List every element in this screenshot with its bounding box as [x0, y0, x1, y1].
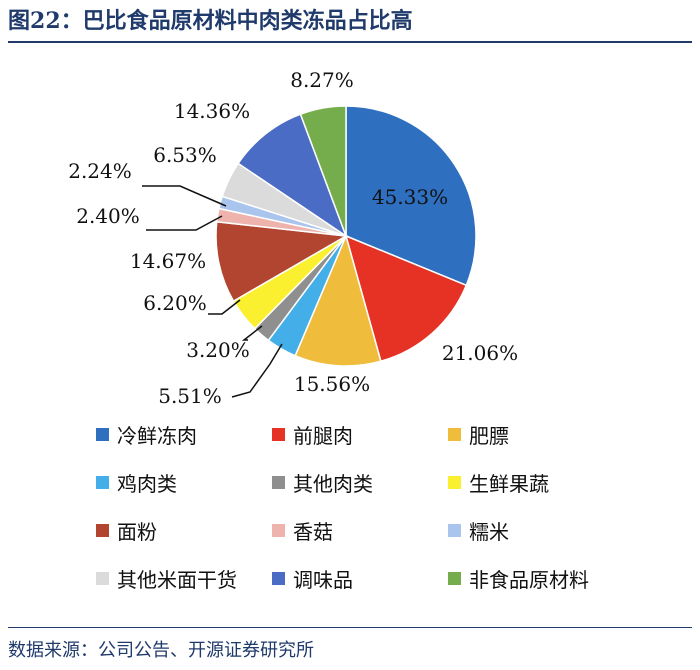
slice-value-label: 2.40% — [76, 204, 140, 228]
legend-swatch — [96, 571, 109, 585]
legend-label: 面粉 — [117, 519, 157, 544]
legend-label: 生鲜果蔬 — [469, 471, 549, 496]
legend-swatch — [448, 523, 461, 537]
legend-swatch — [96, 523, 109, 537]
leader-line-4 — [231, 343, 283, 398]
chart-legend: 冷鲜冻肉 前腿肉 肥膘鸡肉类 其他肉类 生鲜果蔬面粉 香菇 糯米其他米面干货 调味品 非食品原材… — [96, 422, 656, 592]
leader-line-6 — [208, 299, 241, 315]
legend-item: 鸡肉类 — [96, 470, 272, 496]
pie-slice-12 — [299, 105, 347, 237]
legend-item: 香菇 — [272, 518, 448, 544]
legend-label: 其他米面干货 — [117, 567, 237, 592]
legend-item: 调味品 — [272, 566, 448, 592]
slice-value-label: 45.33% — [372, 185, 448, 209]
legend-item: 其他米面干货 — [96, 566, 272, 592]
legend-label: 其他肉类 — [293, 471, 373, 496]
legend-swatch — [272, 523, 285, 537]
legend-swatch — [272, 427, 285, 441]
source-rule — [8, 627, 692, 628]
slice-value-label: 14.36% — [174, 99, 250, 123]
legend-label: 非食品原材料 — [469, 567, 589, 592]
legend-item: 其他肉类 — [272, 470, 448, 496]
legend-swatch — [96, 427, 109, 441]
legend-label: 糯米 — [469, 519, 509, 544]
title-rule — [8, 41, 692, 43]
legend-swatch — [96, 475, 109, 489]
legend-swatch — [448, 475, 461, 489]
slice-value-label: 3.20% — [186, 338, 250, 362]
pie-slice-2 — [344, 234, 468, 363]
pie-chart: 45.33% 21.06% 15.56% 5.51% 3.20% 6.20% 14.67% 2… — [68, 68, 518, 408]
legend-label: 肥膘 — [469, 423, 509, 448]
legend-item: 生鲜果蔬 — [448, 470, 638, 496]
figure-title-number: 22 — [30, 8, 61, 34]
source-note: 数据来源：公司公告、开源证券研究所 — [8, 640, 314, 661]
legend-item: 前腿肉 — [272, 422, 448, 448]
pie-slice-1 — [345, 105, 477, 287]
legend-label: 前腿肉 — [293, 423, 353, 448]
legend-swatch — [448, 427, 461, 441]
slice-value-label: 15.56% — [294, 372, 370, 396]
slice-value-label: 8.27% — [290, 68, 354, 92]
legend-label: 香菇 — [293, 519, 333, 544]
figure-title-prefix: 图 — [8, 9, 31, 34]
pie-slice-11 — [237, 113, 348, 238]
figure-title: 图22：巴比食品原材料中肉类冻品占比高 — [8, 6, 413, 36]
leader-line-8 — [146, 215, 223, 231]
legend-item: 肥膘 — [448, 422, 638, 448]
legend-swatch — [448, 571, 461, 585]
legend-label: 鸡肉类 — [117, 471, 177, 496]
leader-line-5 — [241, 325, 263, 341]
legend-item: 冷鲜冻肉 — [96, 422, 272, 448]
slice-value-label: 21.06% — [442, 341, 518, 365]
leader-line-9 — [142, 185, 227, 207]
slice-value-label: 2.24% — [68, 159, 132, 183]
figure-title-text: ：巴比食品原材料中肉类冻品占比高 — [60, 9, 413, 34]
slice-value-label: 6.53% — [153, 143, 217, 167]
slice-value-label: 5.51% — [158, 384, 222, 408]
slice-value-label: 14.67% — [130, 249, 206, 273]
slice-value-label: 6.20% — [143, 291, 207, 315]
legend-swatch — [272, 475, 285, 489]
pie-slice-3 — [294, 233, 382, 367]
legend-item: 面粉 — [96, 518, 272, 544]
legend-swatch — [272, 571, 285, 585]
legend-label: 冷鲜冻肉 — [117, 423, 197, 448]
pie-slice-7 — [215, 220, 349, 303]
legend-item: 糯米 — [448, 518, 638, 544]
legend-item: 非食品原材料 — [448, 566, 638, 592]
legend-label: 调味品 — [293, 567, 353, 592]
